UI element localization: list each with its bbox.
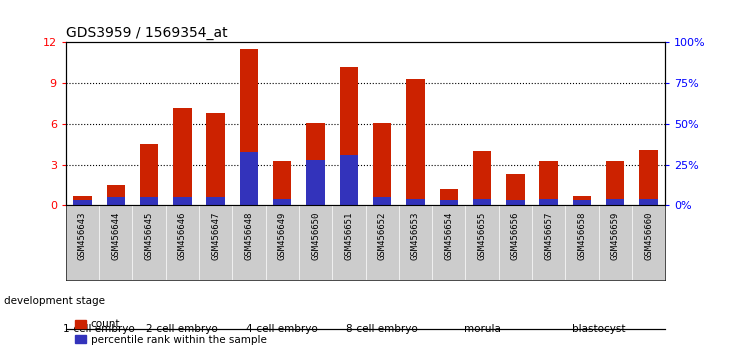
Text: GSM456660: GSM456660 [644,211,653,259]
Bar [373,197,391,205]
Text: GSM456650: GSM456650 [311,211,320,259]
Bar [473,151,491,205]
Bar [240,49,258,205]
Bar [306,122,325,205]
Text: GSM456655: GSM456655 [477,211,487,259]
Text: GSM456647: GSM456647 [211,211,220,259]
Legend: count, percentile rank within the sample: count, percentile rank within the sample [71,315,270,349]
Bar [306,160,325,205]
Bar [439,200,458,205]
Bar [439,189,458,205]
Text: GSM456658: GSM456658 [577,211,586,259]
Bar [573,200,591,205]
Bar [173,197,192,205]
Bar [373,122,391,205]
Bar [240,152,258,205]
Bar [140,197,158,205]
Bar [640,199,658,205]
Text: morula: morula [463,324,501,334]
Bar [340,155,358,205]
Text: GSM456659: GSM456659 [611,211,620,259]
Bar [573,196,591,205]
Text: blastocyst: blastocyst [572,324,625,334]
Bar [273,161,292,205]
Bar [406,199,425,205]
Bar [606,161,624,205]
Text: 4-cell embryo: 4-cell embryo [246,324,318,334]
Bar [273,199,292,205]
Text: GSM456656: GSM456656 [511,211,520,259]
Bar [473,199,491,205]
Text: development stage: development stage [4,296,105,306]
Bar [73,200,91,205]
Bar [140,144,158,205]
Bar [206,113,225,205]
Text: GSM456644: GSM456644 [111,211,120,259]
Bar [539,161,558,205]
Text: GSM456649: GSM456649 [278,211,287,259]
Bar [107,185,125,205]
Text: GSM456648: GSM456648 [244,211,254,259]
Bar [606,199,624,205]
Bar [640,150,658,205]
Text: 1-cell embryo: 1-cell embryo [63,324,135,334]
Bar [107,197,125,205]
Text: 8-cell embryo: 8-cell embryo [346,324,418,334]
Bar [340,67,358,205]
Text: GSM456646: GSM456646 [178,211,187,259]
Text: GSM456652: GSM456652 [378,211,387,259]
Bar [406,79,425,205]
Text: GSM456654: GSM456654 [444,211,453,259]
Text: GSM456645: GSM456645 [145,211,154,259]
Text: GSM456643: GSM456643 [78,211,87,259]
Bar [506,200,525,205]
Bar [73,196,91,205]
Text: GSM456653: GSM456653 [411,211,420,259]
Text: GSM456657: GSM456657 [544,211,553,259]
Bar [206,197,225,205]
Text: GSM456651: GSM456651 [344,211,353,259]
Text: GDS3959 / 1569354_at: GDS3959 / 1569354_at [66,26,227,40]
Bar [539,199,558,205]
Bar [173,108,192,205]
Bar [506,174,525,205]
Text: 2-cell embryo: 2-cell embryo [146,324,219,334]
